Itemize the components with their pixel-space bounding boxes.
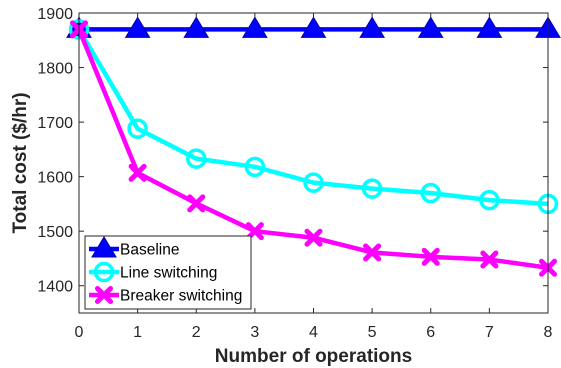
series-baseline xyxy=(66,16,561,38)
series-line-line-switching xyxy=(77,28,549,207)
x-tick-label: 4 xyxy=(309,324,318,341)
data-point-line-switching xyxy=(127,118,148,139)
data-point-line-switching xyxy=(244,156,266,178)
series-layer xyxy=(66,16,561,277)
data-point-line-switching xyxy=(479,189,500,211)
x-tick-label: 6 xyxy=(426,324,435,341)
data-point-breaker-switching xyxy=(421,247,440,266)
legend-marker-breaker-switching xyxy=(95,286,113,304)
x-tick-label: 3 xyxy=(250,324,259,341)
data-point-breaker-switching xyxy=(363,243,382,262)
data-point-baseline xyxy=(359,16,386,38)
legend-entry-baseline: Baseline xyxy=(89,236,179,259)
legend-label-breaker-switching: Breaker switching xyxy=(120,288,242,305)
y-tick-label: 1500 xyxy=(37,224,73,241)
data-point-line-switching xyxy=(420,182,441,204)
x-tick-label: 7 xyxy=(485,324,494,341)
y-tick-label: 1700 xyxy=(37,115,73,132)
data-point-baseline xyxy=(417,16,444,38)
y-tick-label: 1400 xyxy=(37,279,73,296)
data-point-breaker-switching xyxy=(187,194,206,213)
y-tick-label: 1800 xyxy=(37,61,73,78)
y-axis-title: Total cost ($/hr) xyxy=(10,92,31,233)
x-tick-label: 2 xyxy=(192,324,201,341)
y-tick-label: 1600 xyxy=(37,170,73,187)
legend-marker-baseline xyxy=(91,236,117,258)
legend-marker-line-switching xyxy=(93,261,115,283)
legend-entry-line-switching: Line switching xyxy=(89,261,217,283)
x-tick-label: 8 xyxy=(544,324,553,341)
axes-layer: 0 1 2 3 4 5 6 7 8 1400 1500 1600 1700 1800 1900 xyxy=(37,6,552,341)
data-point-baseline xyxy=(124,16,151,38)
x-tick-label: 0 xyxy=(75,324,84,341)
y-tick-label: 1900 xyxy=(37,6,73,23)
data-point-breaker-switching xyxy=(480,250,499,269)
data-point-baseline xyxy=(183,16,210,38)
data-point-baseline xyxy=(241,16,268,38)
series-breaker-switching xyxy=(70,20,557,277)
data-point-breaker-switching xyxy=(304,228,323,247)
data-point-line-switching xyxy=(186,148,207,169)
legend-label-line-switching: Line switching xyxy=(120,265,217,282)
legend-entry-breaker-switching: Breaker switching xyxy=(89,286,242,305)
series-line-switching xyxy=(68,19,559,215)
data-point-breaker-switching xyxy=(128,163,147,182)
x-tick-label: 1 xyxy=(133,324,142,341)
data-point-baseline xyxy=(476,16,503,38)
data-point-line-switching xyxy=(361,178,383,199)
x-tick-label: 5 xyxy=(368,324,377,341)
x-axis-title: Number of operations xyxy=(215,346,412,367)
legend-label-baseline: Baseline xyxy=(120,242,179,259)
data-point-line-switching xyxy=(303,172,324,193)
legend: Baseline Line switching Breaker switching xyxy=(84,235,252,310)
data-point-baseline xyxy=(300,16,327,38)
